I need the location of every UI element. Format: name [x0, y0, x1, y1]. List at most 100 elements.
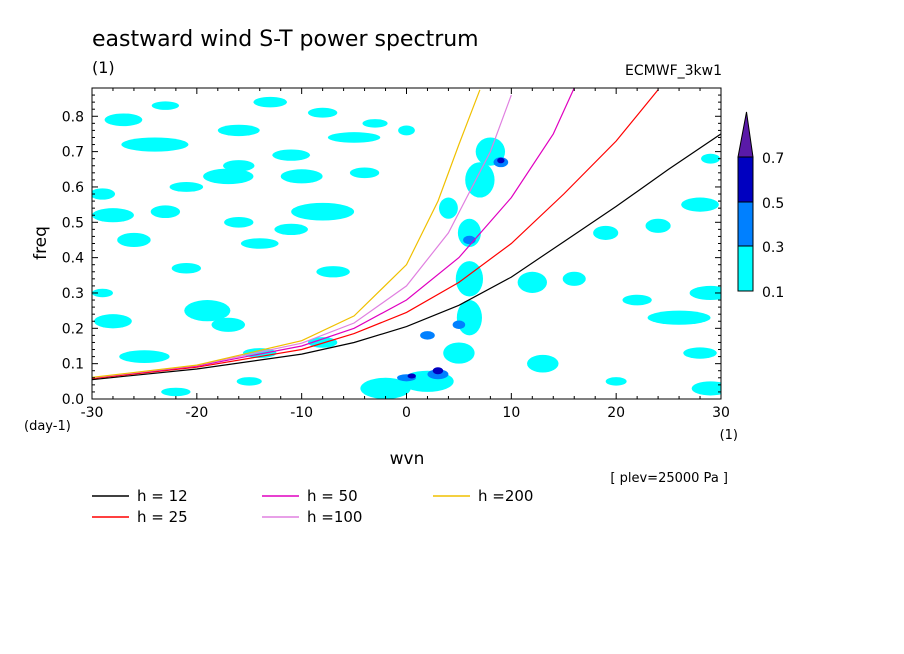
- contour-patch: [211, 317, 246, 332]
- contour-patch: [398, 125, 415, 136]
- contour-patch: [497, 157, 505, 164]
- contour-patch: [117, 232, 151, 248]
- contour-patch: [562, 271, 586, 286]
- contour-patch: [360, 377, 411, 399]
- contour-patch: [362, 119, 388, 128]
- x-tick-label: -20: [185, 405, 208, 421]
- x-tick-label: 0: [402, 405, 411, 421]
- contour-patch: [171, 262, 202, 274]
- colorbar-label: 0.3: [762, 240, 784, 256]
- contour-patch: [647, 310, 711, 325]
- contour-patch: [465, 162, 495, 198]
- contour-patch: [150, 205, 181, 219]
- dispersion-curves: [92, 88, 721, 381]
- contour-patch: [438, 197, 458, 219]
- legend-label: h =200: [478, 487, 533, 505]
- axis-ticks: -30 -20 -10 0 10 20 30 0.0 0.1 0.2 0.3 0.4 0.5 0.6 0.7…: [62, 88, 730, 421]
- contour-patch: [184, 300, 231, 322]
- contour-fill-layer: [92, 96, 721, 399]
- x-tick-label: 30: [712, 405, 730, 421]
- x-tick-label: -30: [81, 405, 104, 421]
- colorbar-label: 0.7: [762, 151, 784, 167]
- legend-label: h = 25: [137, 508, 188, 526]
- y-tick-label: 0.2: [62, 321, 84, 337]
- x-tick-label: -10: [290, 405, 313, 421]
- chart-title-units: (1): [92, 58, 115, 77]
- colorbar-box: [737, 201, 754, 247]
- contour-patch: [517, 271, 547, 293]
- contour-patch: [92, 288, 113, 298]
- contour-patch: [455, 261, 484, 297]
- contour-patch: [151, 101, 180, 110]
- x-tick-label: 10: [502, 405, 520, 421]
- y-axis-units: (day-1): [24, 419, 71, 434]
- contour-patch: [203, 168, 254, 185]
- contour-patch: [622, 294, 652, 306]
- contour-patch: [272, 149, 311, 161]
- contour-patch: [94, 314, 132, 329]
- series-line-4: [92, 94, 512, 379]
- contour-patch: [527, 354, 559, 373]
- contour-patch: [645, 218, 671, 233]
- chart-title: eastward wind S-T power spectrum: [92, 27, 479, 52]
- y-tick-label: 0.4: [62, 251, 84, 267]
- colorbar: 0.1 0.3 0.5 0.7: [737, 111, 784, 301]
- contour-patch: [121, 137, 189, 152]
- y-tick-label: 0.8: [62, 109, 84, 125]
- y-tick-label: 0.6: [62, 180, 84, 196]
- contour-patch: [236, 377, 262, 386]
- x-axis-units: (1): [720, 428, 738, 443]
- dataset-label: ECMWF_3kw1: [625, 63, 722, 79]
- contour-patch: [605, 377, 627, 386]
- x-axis-label: wvn: [390, 449, 425, 469]
- contour-patch: [432, 367, 444, 375]
- pressure-note: [ plev=25000 Pa ]: [610, 471, 728, 486]
- legend-label: h = 50: [307, 487, 358, 505]
- plot-area: -30 -20 -10 0 10 20 30 0.0 0.1 0.2 0.3 0.4 0.5 0.6 0.7…: [62, 87, 730, 421]
- colorbar-arrow: [737, 111, 754, 158]
- contour-patch: [407, 373, 416, 379]
- contour-patch: [452, 320, 466, 330]
- legend-label: h = 12: [137, 487, 188, 505]
- contour-patch: [593, 225, 619, 240]
- contour-patch: [224, 216, 254, 228]
- contour-patch: [92, 208, 134, 223]
- contour-patch: [701, 153, 720, 164]
- legend: h = 12 h = 25 h = 50 h =100 h =200: [92, 487, 533, 526]
- y-tick-label: 0.0: [62, 392, 84, 408]
- y-tick-label: 0.7: [62, 145, 84, 161]
- contour-patch: [280, 169, 323, 184]
- colorbar-label: 0.1: [762, 285, 784, 301]
- contour-patch: [420, 331, 435, 340]
- contour-patch: [92, 188, 116, 200]
- contour-patch: [349, 167, 380, 179]
- series-line-5: [92, 89, 481, 378]
- contour-patch: [274, 223, 308, 236]
- y-tick-label: 0.5: [62, 215, 84, 231]
- contour-patch: [691, 381, 721, 396]
- contour-patch: [217, 124, 260, 137]
- contour-patch: [681, 197, 719, 212]
- series-line-3: [92, 88, 575, 379]
- y-tick-label: 0.1: [62, 357, 84, 373]
- contour-patch: [119, 350, 170, 363]
- x-tick-label: 20: [607, 405, 625, 421]
- series-line-1: [92, 133, 721, 381]
- contour-patch: [327, 132, 381, 143]
- contour-patch: [223, 160, 255, 172]
- contour-patch: [689, 285, 721, 301]
- contour-patch: [161, 387, 191, 397]
- contour-patch: [307, 107, 338, 118]
- contour-patch: [683, 347, 717, 359]
- contour-patch: [169, 182, 204, 192]
- contour-patch: [253, 96, 287, 108]
- contour-patch: [316, 266, 350, 278]
- contour-patch: [291, 202, 355, 221]
- colorbar-box: [737, 245, 754, 292]
- colorbar-box: [737, 156, 754, 203]
- contour-patch: [104, 113, 143, 127]
- colorbar-label: 0.5: [762, 196, 784, 212]
- series-line-2: [92, 89, 659, 380]
- legend-label: h =100: [307, 508, 362, 526]
